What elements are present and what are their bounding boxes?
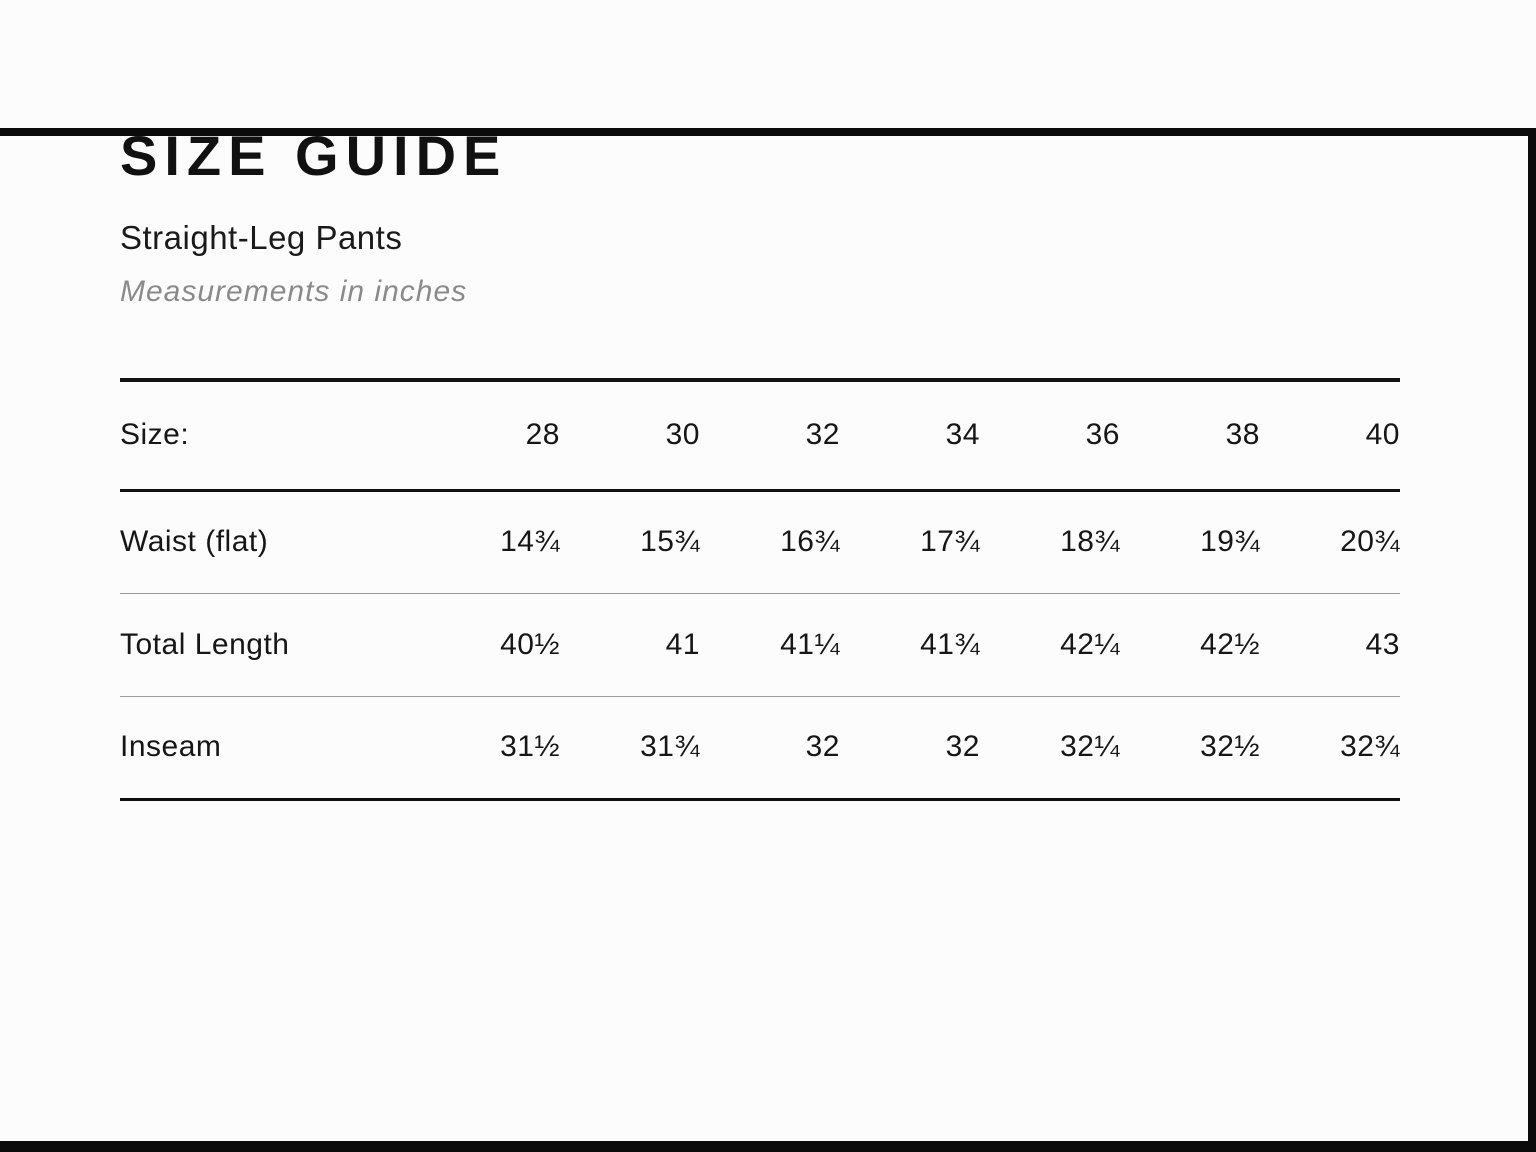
size-column-header: 34 <box>945 418 980 452</box>
measurement-cell: 15¾ <box>640 525 700 558</box>
row-label: Total Length <box>120 627 290 661</box>
measurement-cell: 16¾ <box>780 525 840 558</box>
size-column-header: 32 <box>805 418 840 452</box>
top-border-bar <box>0 128 1536 136</box>
measurement-cell: 42¼ <box>1060 627 1120 661</box>
measurement-cell: 14¾ <box>500 525 560 558</box>
measurement-cell: 32 <box>805 730 840 763</box>
table-row-waist: Waist (flat) 14¾ 15¾ 16¾ 17¾ 18¾ 19¾ 20¾ <box>120 490 1400 593</box>
size-header-row: Size: 28 30 32 34 36 38 40 <box>120 380 1400 490</box>
measurement-cell: 31½ <box>500 730 560 763</box>
table-row-inseam: Inseam 31½ 31¾ 32 32 32¼ 32½ 32¾ <box>120 696 1400 799</box>
measurement-unit-note: Measurements in inches <box>120 275 468 308</box>
measurement-cell: 40½ <box>500 627 560 661</box>
page-title: SIZE GUIDE <box>120 124 508 187</box>
measurement-cell: 41 <box>665 627 700 661</box>
measurement-cell: 43 <box>1365 627 1400 661</box>
product-name: Straight-Leg Pants <box>120 219 403 256</box>
right-border-bar <box>1528 128 1536 1152</box>
table-row-total-length: Total Length 40½ 41 41¼ 41¾ 42¼ 42½ 43 <box>120 593 1400 696</box>
size-column-header: 40 <box>1365 418 1400 452</box>
measurement-cell: 41¼ <box>780 627 840 661</box>
row-label: Inseam <box>120 730 222 763</box>
bottom-border-bar <box>0 1141 1536 1152</box>
measurement-cell: 32¾ <box>1340 730 1400 763</box>
measurement-cell: 17¾ <box>920 525 980 558</box>
measurement-cell: 32¼ <box>1060 730 1120 763</box>
measurement-cell: 32 <box>945 730 980 763</box>
measurement-cell: 41¾ <box>920 627 980 661</box>
row-label: Waist (flat) <box>120 525 269 558</box>
size-column-header: 36 <box>1085 418 1120 452</box>
measurement-cell: 42½ <box>1200 627 1260 661</box>
size-guide-page: SIZE GUIDE Straight-Leg Pants Measuremen… <box>0 128 1536 801</box>
size-column-header: 28 <box>525 418 560 452</box>
measurement-cell: 32½ <box>1200 730 1260 763</box>
measurement-cell: 19¾ <box>1200 525 1260 558</box>
size-column-header: 38 <box>1225 418 1260 452</box>
size-column-header: 30 <box>665 418 700 452</box>
measurement-cell: 20¾ <box>1340 525 1400 558</box>
measurement-cell: 31¾ <box>640 730 700 763</box>
measurement-cell: 18¾ <box>1060 525 1120 558</box>
size-table: Size: 28 30 32 34 36 38 40 Waist (flat) … <box>120 378 1400 801</box>
size-row-label: Size: <box>120 418 190 452</box>
